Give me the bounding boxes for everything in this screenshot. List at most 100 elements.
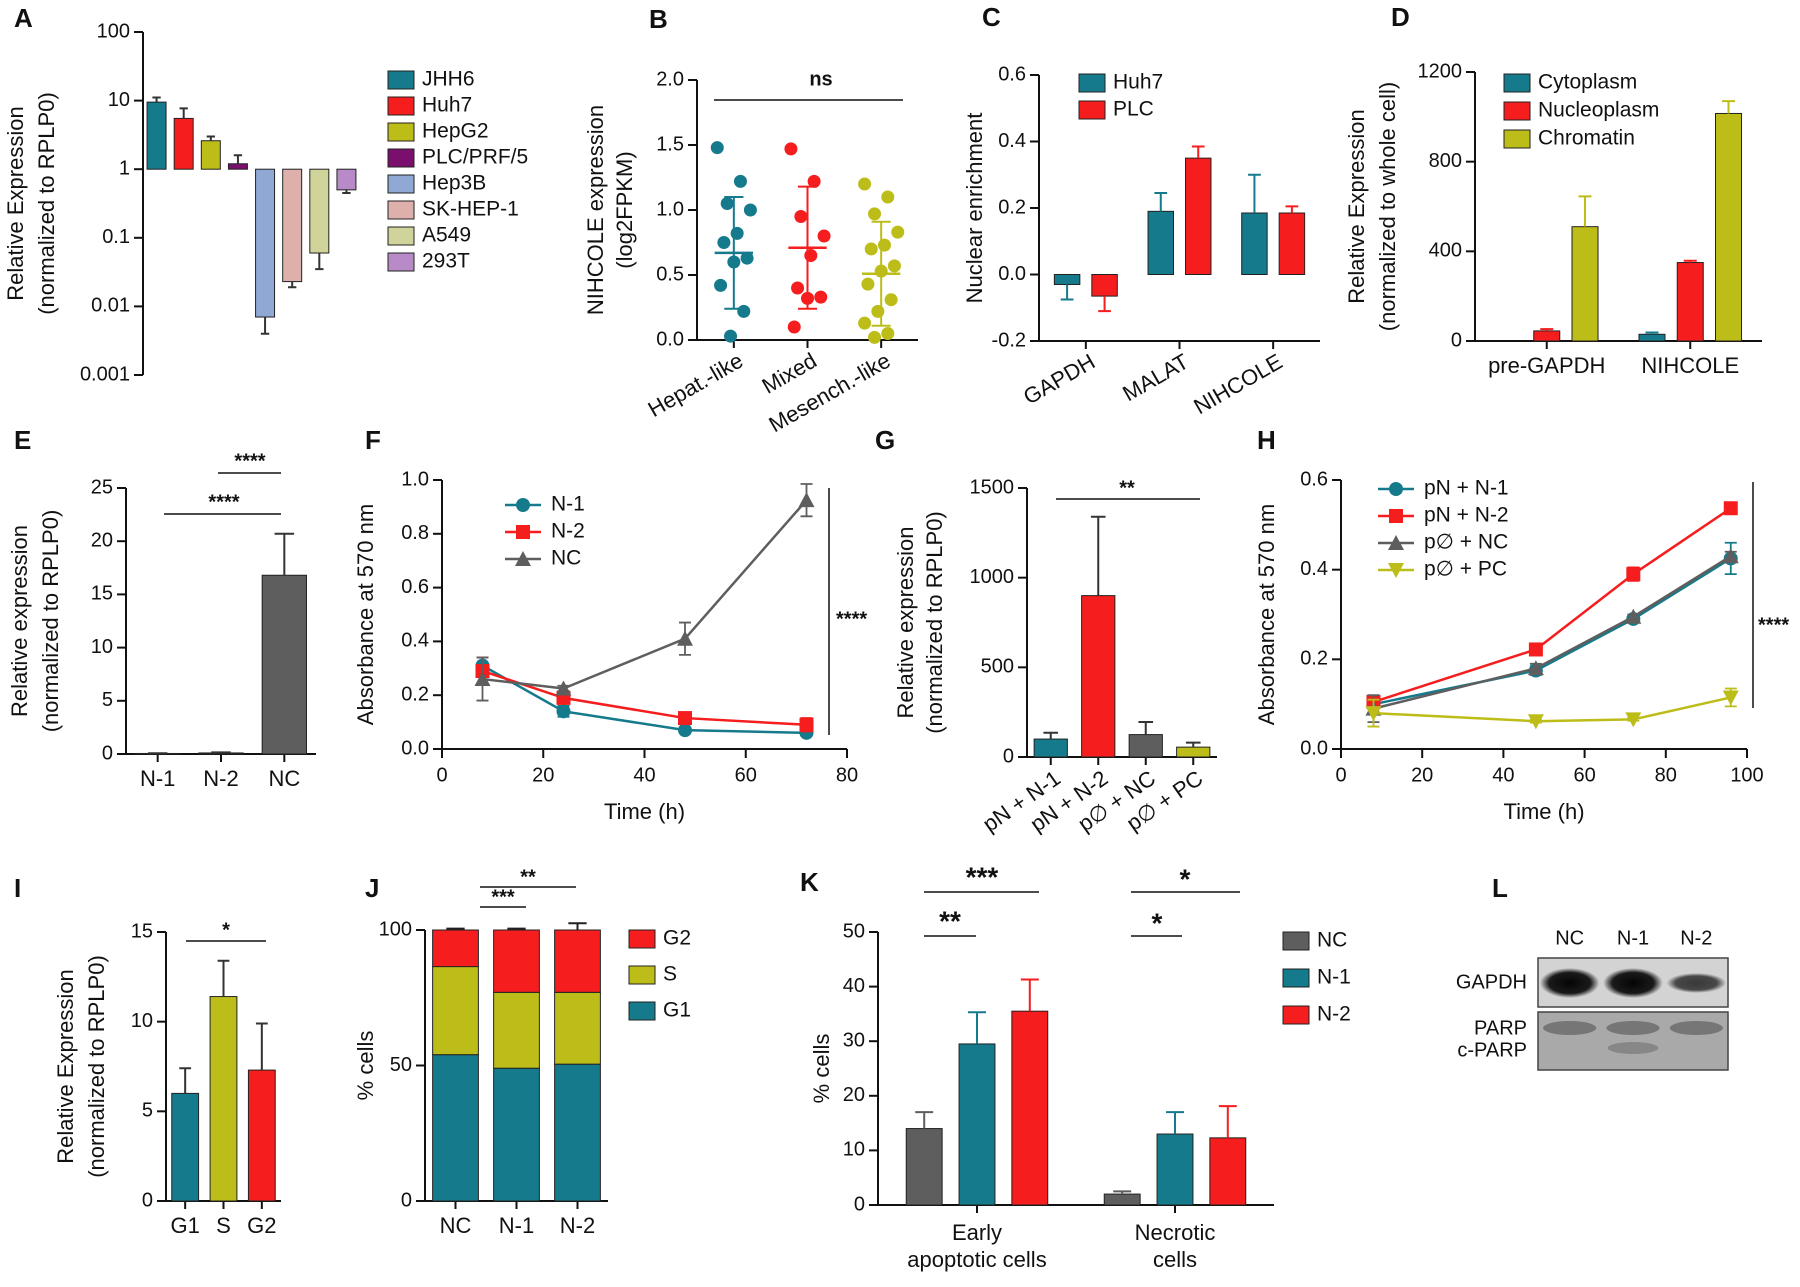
legend-label: N-2 [1317,1003,1351,1026]
error-bar [179,1067,192,1094]
y-tick-label: 10 [108,89,130,111]
bar [1241,212,1268,276]
error-bar [1090,515,1106,596]
y-tick-label: 5 [142,1100,153,1122]
error-bar [260,317,270,335]
legend-label: G1 [663,999,691,1022]
y-tick-label: 0.001 [80,363,130,385]
bar [309,168,330,254]
legend-swatch [387,70,415,90]
x-tick-label: N-2 [560,1213,595,1238]
legend-label: 293T [422,250,470,273]
error-bar [152,96,161,103]
bar [173,117,194,170]
marker [1528,642,1543,657]
bar [1676,262,1704,342]
bar-segment [493,991,540,1069]
error-bar [1098,296,1111,313]
bar [1176,746,1211,758]
point [724,329,738,343]
significance-label: **** [1758,614,1789,636]
y-tick-label: 0.01 [91,295,130,317]
y-axis-title: Nuclear enrichment [962,113,987,304]
x-tick-label-box: Early apoptotic cells [907,1220,1046,1272]
legend-swatch [387,226,415,246]
error-bar [915,1111,934,1129]
panel-letter: C [982,2,1001,32]
y-tick-label: 10 [131,1010,153,1032]
y-axis-title: Relative Expression [53,969,78,1163]
error-bar [342,189,351,194]
bar [1209,1137,1247,1206]
legend-swatch [628,929,656,949]
x-tick-label: Hepat.-like [644,348,748,422]
marker [799,717,814,732]
y-axis-title: Relative expression [7,525,32,717]
bar [1147,210,1175,275]
legend-swatch [1282,968,1310,988]
error-bar [1185,741,1201,748]
y-axis-title: Relative Expression [1344,109,1369,303]
error-bar [1060,284,1074,301]
blot-band [1666,973,1727,993]
y-axis-title: (normalized to whole cell) [1375,82,1400,331]
y-tick-label: 15 [91,583,113,605]
panel-letter: L [1492,873,1508,903]
bar [247,1069,276,1202]
x-tick-label: 0 [436,764,447,786]
point [881,327,895,340]
y-axis-title: Absorbance at 570 nm [353,504,378,725]
point [714,278,728,292]
x-tick-label: 100 [1730,764,1763,786]
marker [1626,567,1641,582]
legend-label: p∅ + NC [1424,531,1508,554]
y-tick-label: 100 [97,20,130,42]
point [861,277,875,291]
legend-swatch [1503,129,1531,149]
x-axis-title: Time (h) [604,799,685,824]
lane-label: N-1 [1617,927,1649,949]
y-tick-label: 0.1 [102,226,130,248]
panel-letter: H [1257,425,1276,455]
y-tick-label: 0.6 [1300,468,1328,490]
x-tick-label: S [216,1213,231,1238]
bar [1033,738,1068,758]
panel-letter: F [365,425,381,455]
y-axis-title: (normalized to RPLP0) [84,955,109,1178]
y-tick-label: 500 [981,656,1014,678]
x-tick-label: N-1 [499,1213,534,1238]
y-tick-label: 2.0 [656,68,684,90]
legend-swatch [387,148,415,168]
legend-label: pN + N-1 [1424,477,1509,500]
bar [171,1092,200,1202]
y-tick-label: 0 [102,742,113,764]
legend-swatch [1078,100,1106,120]
bar [1081,595,1116,758]
bar [1156,1133,1194,1206]
significance-label: ** [520,866,536,888]
y-tick-label: 400 [1429,240,1462,262]
point [717,236,731,249]
point [720,197,734,210]
y-tick-label: 800 [1429,150,1462,172]
row-label: GAPDH [1456,971,1527,993]
significance-label: ns [809,68,832,90]
error-bar [1578,195,1592,227]
point [740,251,754,265]
error-bar [1218,1105,1237,1138]
marker [555,680,572,696]
x-tick-label: pre-GAPDH [1488,353,1605,378]
legend-swatch [628,1001,656,1021]
y-axis-title: (normalized to RPLP0) [922,511,947,734]
y-tick-label: 0.4 [1300,558,1328,580]
legend-label: p∅ + PC [1424,558,1507,581]
line [1373,555,1732,710]
significance-label: * [1152,907,1163,938]
error-bar [507,927,526,930]
y-tick-label: 25 [91,476,113,498]
panel-letter: B [649,4,668,34]
legend-label: Huh7 [1113,71,1163,94]
y-tick-label: 1.0 [656,198,684,220]
error-bar [1166,1111,1184,1135]
